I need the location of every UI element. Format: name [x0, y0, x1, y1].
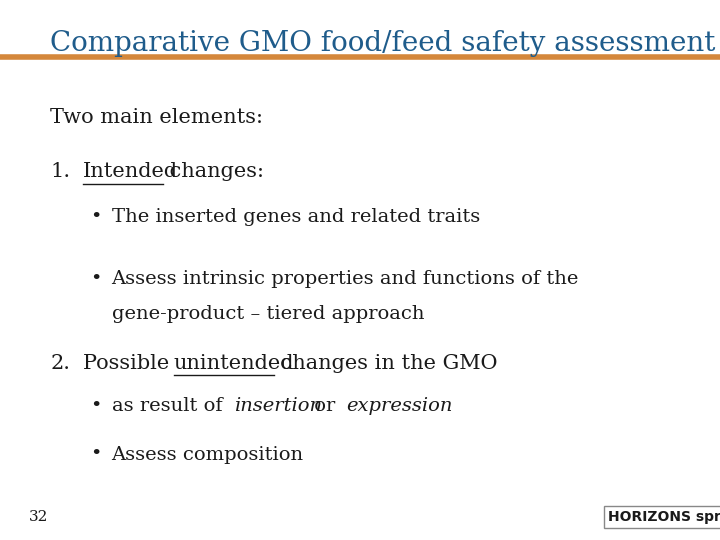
Text: gene-product – tiered approach: gene-product – tiered approach [112, 305, 424, 323]
Text: •: • [90, 270, 102, 288]
Text: expression: expression [346, 397, 452, 415]
Text: Comparative GMO food/feed safety assessment: Comparative GMO food/feed safety assessm… [50, 30, 716, 57]
Text: 2.: 2. [50, 354, 71, 373]
Text: The inserted genes and related traits: The inserted genes and related traits [112, 208, 480, 226]
Text: Two main elements:: Two main elements: [50, 108, 264, 127]
Text: HORIZONS sprl: HORIZONS sprl [608, 510, 720, 524]
Text: 1.: 1. [50, 162, 71, 181]
Text: or: or [308, 397, 342, 415]
Text: 32: 32 [29, 510, 48, 524]
Text: changes in the GMO: changes in the GMO [274, 354, 498, 373]
Text: as result of: as result of [112, 397, 228, 415]
Text: unintended: unintended [174, 354, 294, 373]
Text: •: • [90, 397, 102, 415]
Text: •: • [90, 446, 102, 463]
Text: insertion: insertion [234, 397, 322, 415]
Text: •: • [90, 208, 102, 226]
Text: Assess composition: Assess composition [112, 446, 304, 463]
Text: Intended: Intended [83, 162, 178, 181]
Text: changes:: changes: [163, 162, 264, 181]
Text: Possible: Possible [83, 354, 176, 373]
Text: Assess intrinsic properties and functions of the: Assess intrinsic properties and function… [112, 270, 579, 288]
